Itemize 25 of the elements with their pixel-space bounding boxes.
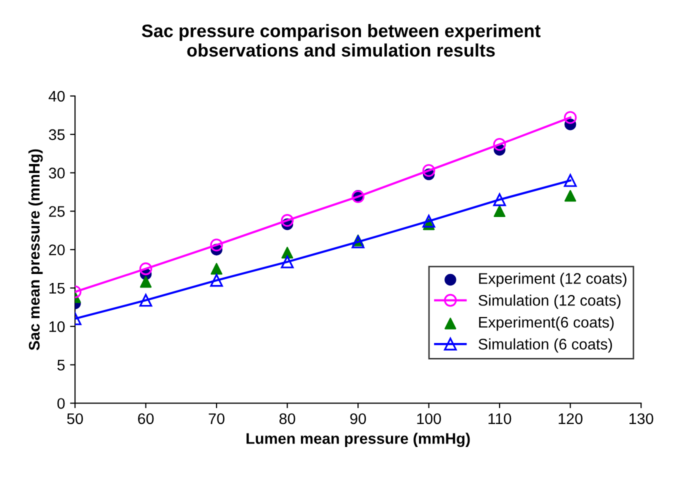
x-tick-label: 130 [630,413,654,424]
x-tick-label: 60 [138,413,154,424]
x-tick-label: 50 [67,413,83,424]
x-tick-label: 70 [208,413,224,424]
y-axis-title: Sac mean pressure (mmHg) [28,149,43,350]
legend-label: Simulation (6 coats) [478,338,612,353]
y-tick-label: 5 [57,360,65,370]
y-tick-label: 20 [49,244,65,256]
y-tick-label: 40 [48,90,65,102]
y-tick-label: 25 [49,206,65,217]
x-tick-label: 110 [488,413,512,424]
legend-label: Simulation (12 coats) [478,294,620,309]
y-tick-label: 0 [57,398,65,409]
y-tick-label: 35 [48,129,65,140]
y-tick-label: 15 [49,283,65,294]
y-tick-label: 30 [48,168,65,178]
y-tick-label: 10 [49,321,65,332]
x-tick-label: 120 [558,413,582,424]
x-axis-title: Lumen mean pressure (mmHg) [246,432,470,448]
x-tick-label: 80 [279,413,296,424]
chart-title: Sac pressure comparison between experiment observations and simulation results [142,24,540,57]
legend-label: Experiment(6 coats) [479,316,614,331]
legend-label: Experiment (12 coats) [479,272,626,287]
x-tick-label: 100 [417,413,441,424]
x-tick-label: 90 [350,413,366,424]
